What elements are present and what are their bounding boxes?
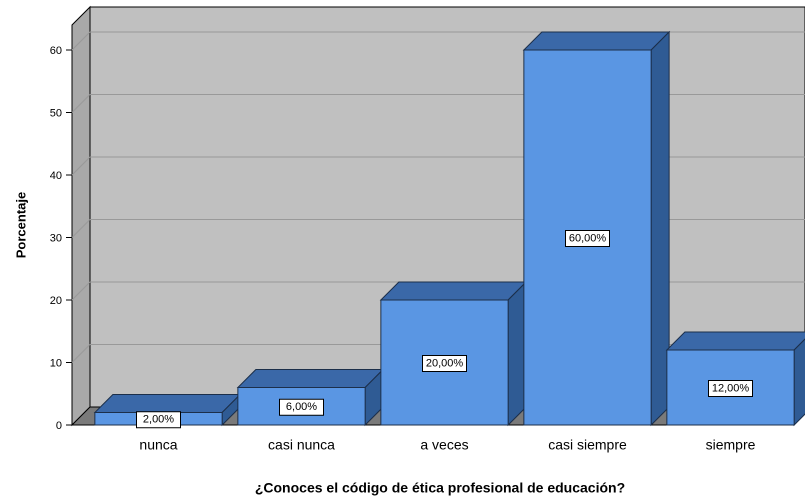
bar-top: [379, 281, 528, 301]
value-label-box: [279, 398, 324, 416]
y-tick-label: 20: [50, 295, 62, 307]
y-tick-label: 60: [50, 45, 62, 57]
x-tick-label: casi siempre: [548, 437, 627, 453]
y-axis-title: Porcentaje: [13, 192, 28, 258]
side-wall: [71, 5, 91, 427]
value-label: 6,00%: [286, 401, 317, 413]
grid-line: [71, 31, 91, 51]
grid-line: [71, 281, 91, 301]
value-label-box: [136, 411, 181, 429]
bar-top: [236, 369, 385, 388]
grid-line: [71, 156, 91, 176]
y-tick-label: 10: [50, 357, 62, 369]
grid-line: [71, 219, 91, 238]
bar-top: [665, 331, 805, 351]
value-label-box: [422, 355, 467, 372]
grid-line: [71, 344, 91, 363]
y-tick-label: 30: [50, 232, 62, 244]
value-label-box: [708, 380, 753, 397]
y-tick-label: 40: [50, 170, 62, 182]
bar-top: [93, 394, 242, 413]
grid-line: [71, 94, 91, 113]
value-label: 60,00%: [569, 232, 607, 244]
x-tick-label: a veces: [420, 437, 468, 453]
value-label: 12,00%: [712, 382, 750, 394]
x-tick-label: nunca: [139, 437, 177, 453]
value-label-box: [565, 230, 610, 247]
bar-top: [522, 31, 671, 51]
x-tick-label: casi nunca: [268, 437, 335, 453]
y-tick-label: 50: [50, 107, 62, 119]
value-label: 2,00%: [143, 414, 174, 426]
value-label: 20,00%: [426, 357, 464, 369]
y-tick-label: 0: [56, 420, 62, 432]
x-tick-label: siempre: [706, 437, 756, 453]
x-axis-title: ¿Conoces el código de ética profesional …: [255, 480, 625, 496]
